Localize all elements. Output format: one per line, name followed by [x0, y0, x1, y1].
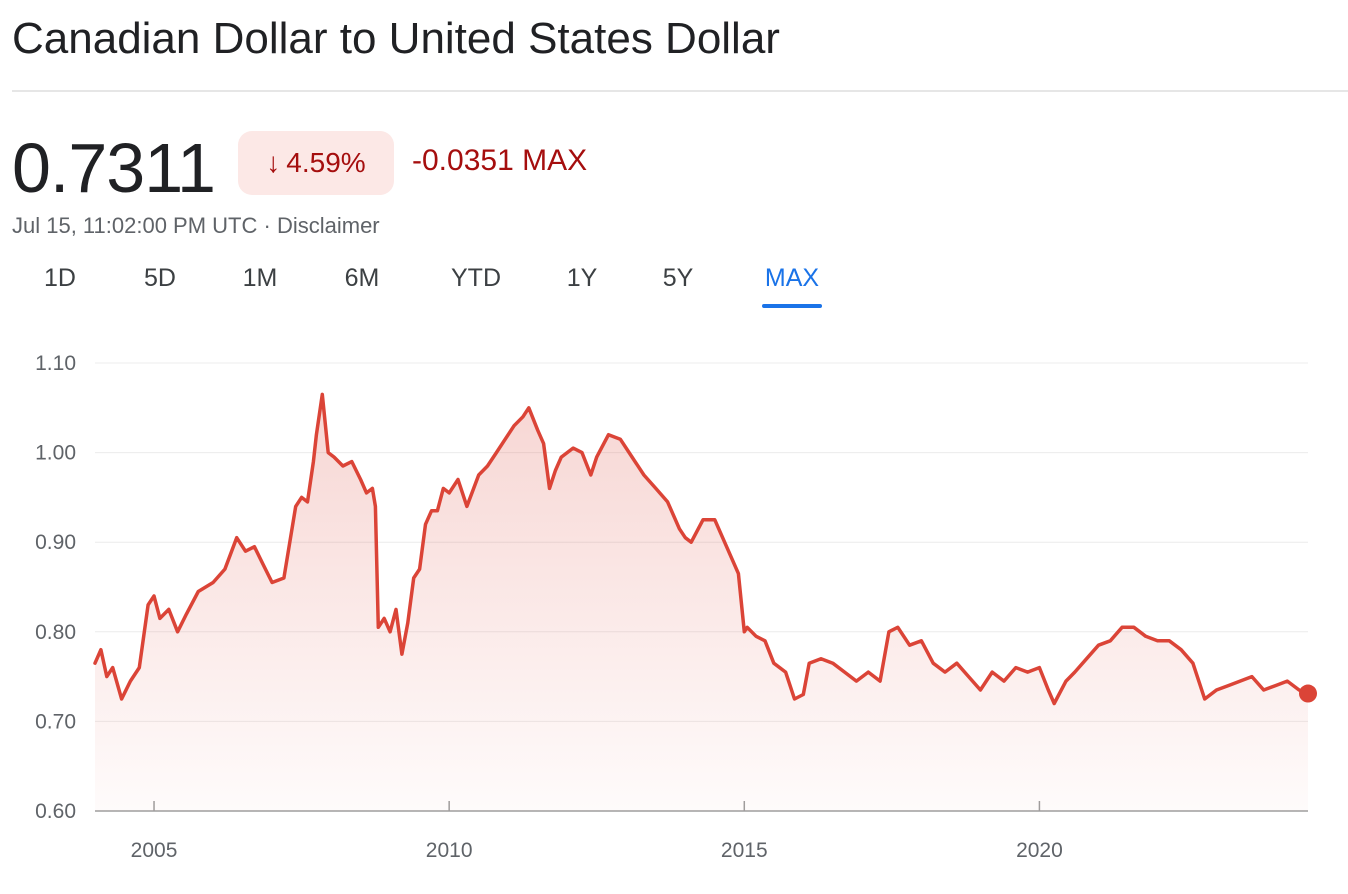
arrow-down-icon: ↓: [266, 147, 281, 178]
timestamp: Jul 15, 11:02:00 PM UTC: [12, 213, 258, 238]
x-tick-label: 2010: [426, 839, 473, 862]
page-title: Canadian Dollar to United States Dollar: [12, 14, 780, 63]
tab-max[interactable]: MAX: [764, 264, 820, 292]
tab-1d[interactable]: 1D: [44, 264, 76, 292]
price-chart: 1.10 1.00 0.90 0.80 0.70 0.60 2005 2010 2015 2020: [35, 352, 1317, 862]
change-percent-badge: ↓ 4.59%: [238, 131, 394, 195]
y-tick-label: 0.70: [35, 710, 76, 733]
tab-5d[interactable]: 5D: [144, 264, 176, 292]
current-price: 0.7311: [12, 129, 216, 207]
y-tick-label: 1.10: [35, 352, 76, 375]
y-tick-label: 1.00: [35, 442, 76, 465]
change-percent: 4.59%: [286, 147, 366, 178]
disclaimer-link[interactable]: Disclaimer: [276, 213, 380, 238]
tab-5y[interactable]: 5Y: [662, 264, 694, 292]
series-area: [95, 394, 1308, 811]
tab-1m[interactable]: 1M: [242, 264, 278, 292]
y-tick-label: 0.90: [35, 531, 76, 554]
series-line: [93, 392, 1310, 706]
x-tick-label: 2020: [1016, 839, 1063, 862]
header-divider: [12, 90, 1348, 92]
tab-1y[interactable]: 1Y: [566, 264, 598, 292]
separator: ·: [263, 213, 271, 238]
tab-6m[interactable]: 6M: [344, 264, 380, 292]
tab-ytd[interactable]: YTD: [451, 264, 501, 292]
change-absolute: -0.0351 MAX: [412, 144, 588, 177]
y-tick-label: 0.80: [35, 621, 76, 644]
x-tick-label: 2005: [131, 839, 178, 862]
range-tabs: 1D 5D 1M 6M YTD 1Y 5Y MAX: [0, 264, 860, 310]
x-tick-label: 2015: [721, 839, 768, 862]
timestamp-row: Jul 15, 11:02:00 PM UTC · Disclaimer: [12, 213, 380, 239]
last-point-marker: [1299, 684, 1317, 703]
selected-tab-indicator: [762, 304, 822, 308]
y-tick-label: 0.60: [35, 800, 76, 823]
